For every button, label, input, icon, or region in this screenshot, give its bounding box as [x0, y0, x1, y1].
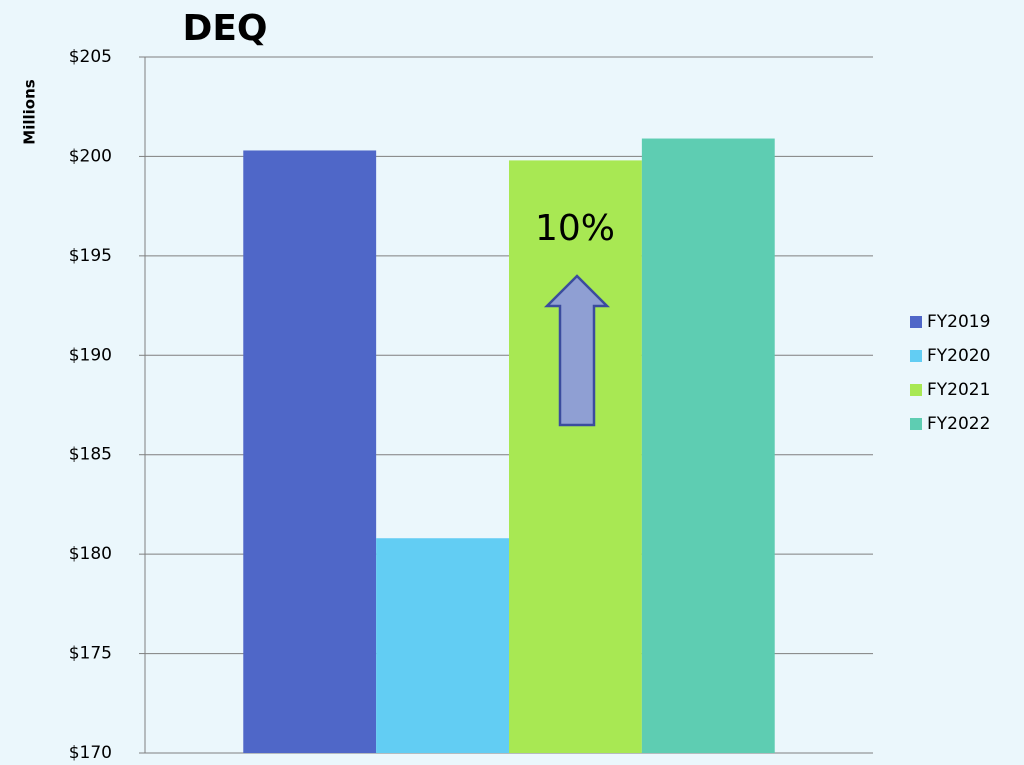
- bar: [243, 150, 377, 753]
- bar: [641, 138, 775, 753]
- legend-label: FY2021: [927, 380, 990, 400]
- y-tick-label: $200: [69, 146, 112, 166]
- annotation: 10%: [535, 208, 615, 249]
- bar: [376, 538, 509, 753]
- y-tick-label: $195: [69, 246, 112, 266]
- y-tick-label: $180: [69, 544, 112, 564]
- y-axis-title: Millions: [21, 79, 39, 144]
- arrow: [543, 274, 611, 427]
- chart-title: DEQ: [182, 8, 267, 49]
- y-tick-label: $185: [69, 445, 112, 465]
- y-tick-label: $190: [69, 345, 112, 365]
- y-tick-label: $175: [69, 644, 112, 664]
- y-tick-label: $205: [69, 47, 112, 67]
- legend-swatch: [910, 350, 922, 362]
- legend-label: FY2020: [927, 346, 990, 366]
- y-tick-label: $170: [69, 743, 112, 763]
- legend-label: FY2022: [927, 414, 990, 434]
- legend-swatch: [910, 384, 922, 396]
- legend-label: FY2019: [927, 312, 990, 332]
- legend-swatch: [910, 418, 922, 430]
- legend-swatch: [910, 316, 922, 328]
- bar: [509, 160, 642, 754]
- plot: $170 $175 $180 $185 $190 $195 $200 $205 FY2019 FY…: [69, 47, 991, 763]
